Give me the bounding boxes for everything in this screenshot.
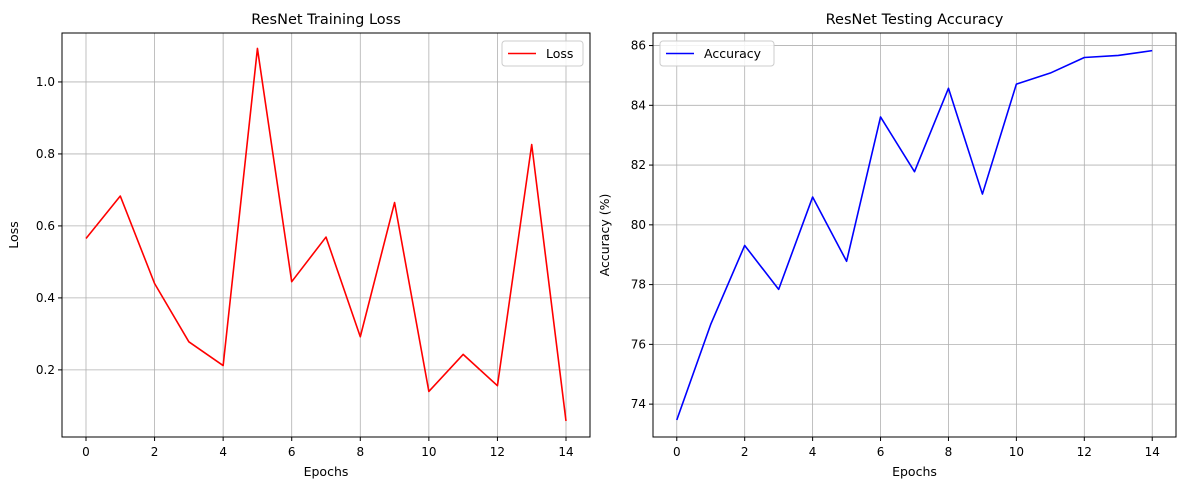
x-tick-label: 10 [1009, 445, 1024, 459]
chart-title: ResNet Testing Accuracy [826, 12, 1004, 28]
y-tick-label: 0.4 [36, 291, 55, 305]
x-tick-label: 4 [219, 445, 227, 459]
x-tick-label: 0 [673, 445, 681, 459]
y-axis-label: Loss [6, 221, 21, 248]
legend-label: Loss [546, 46, 573, 61]
chart-title: ResNet Training Loss [251, 12, 401, 28]
training-loss-chart: 0 2 4 6 8 10 12 14 0.2 0.4 0.6 0.8 1.0 ResNet Trainin… [6, 12, 591, 479]
y-tick-label: 84 [631, 98, 646, 112]
y-tick-label: 0.8 [36, 147, 55, 161]
x-tick-label: 14 [558, 445, 573, 459]
legend-box [501, 40, 584, 67]
y-tick-label: 80 [631, 218, 646, 232]
x-tick-label: 4 [809, 445, 817, 459]
legend-box [659, 40, 775, 67]
y-tick-label: 1.0 [36, 75, 55, 89]
y-tick-label: 82 [631, 158, 646, 172]
x-tick-label: 14 [1145, 445, 1160, 459]
x-tick-label: 12 [1077, 445, 1092, 459]
x-tick-label: 12 [490, 445, 505, 459]
x-tick-label: 2 [741, 445, 749, 459]
y-tick-label: 0.6 [36, 219, 55, 233]
legend-label: Accuracy [704, 46, 762, 61]
x-axis-label: Epochs [892, 464, 937, 479]
series-line-loss [85, 47, 567, 422]
legend: Accuracy [659, 40, 775, 67]
x-tick-label: 8 [356, 445, 364, 459]
plot-frame [61, 32, 591, 438]
legend: Loss [501, 40, 584, 67]
x-tick-label: 6 [877, 445, 885, 459]
x-tick-label: 10 [421, 445, 436, 459]
x-axis-label: Epochs [304, 464, 349, 479]
y-tick-label: 74 [631, 397, 646, 411]
x-tick-label: 2 [151, 445, 159, 459]
y-axis-label: Accuracy (%) [597, 194, 612, 277]
plot-frame [652, 32, 1177, 438]
x-tick-label: 6 [288, 445, 296, 459]
y-tick-label: 78 [631, 278, 646, 292]
y-tick-label: 76 [631, 337, 646, 351]
y-tick-label: 86 [631, 39, 646, 53]
x-tick-label: 0 [82, 445, 90, 459]
series-line-accuracy [676, 49, 1153, 421]
y-tick-label: 0.2 [36, 363, 55, 377]
testing-accuracy-chart: 0 2 4 6 8 10 12 14 74 76 78 80 82 84 86 ResNet Testing … [597, 12, 1177, 479]
x-tick-label: 8 [945, 445, 953, 459]
